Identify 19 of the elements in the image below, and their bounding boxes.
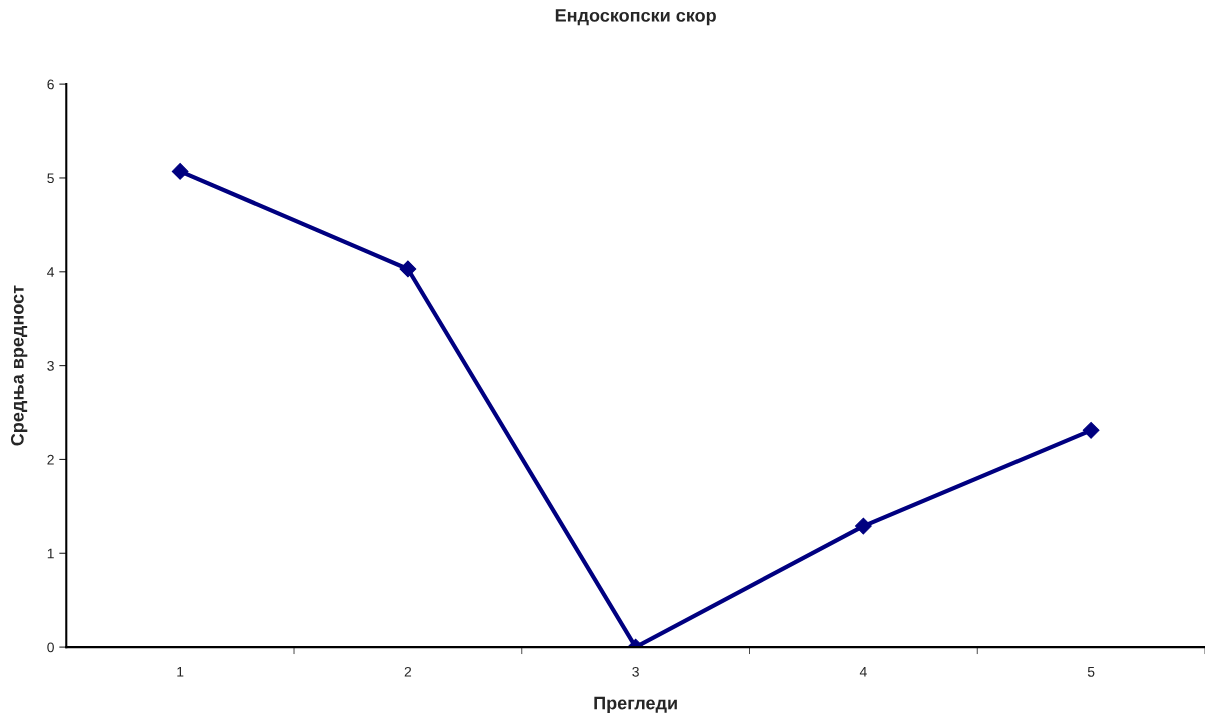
point [399, 260, 417, 278]
x-tick-label: 3 [632, 666, 639, 677]
y-tick-label: 5 [47, 173, 54, 184]
point [1082, 421, 1100, 439]
point [855, 517, 872, 535]
y-tick-label: 0 [47, 642, 54, 653]
y-tick-label: 3 [47, 360, 54, 371]
x-axis-title: Прегледи [594, 696, 677, 713]
chart-title: Ендоскопски скор [555, 9, 716, 26]
y-tick-label: 6 [47, 79, 54, 90]
y-tick-label: 4 [47, 267, 55, 277]
x-tick-label: 1 [177, 667, 184, 677]
y-axis-title: Средња вредност [10, 285, 28, 446]
point [171, 163, 189, 180]
x-tick-label: 4 [859, 667, 867, 677]
y-tick-label: 2 [47, 454, 54, 465]
x-tick-label: 2 [404, 666, 412, 677]
x-tick-label: 5 [1087, 667, 1095, 677]
y-tick-label: 1 [47, 548, 54, 559]
